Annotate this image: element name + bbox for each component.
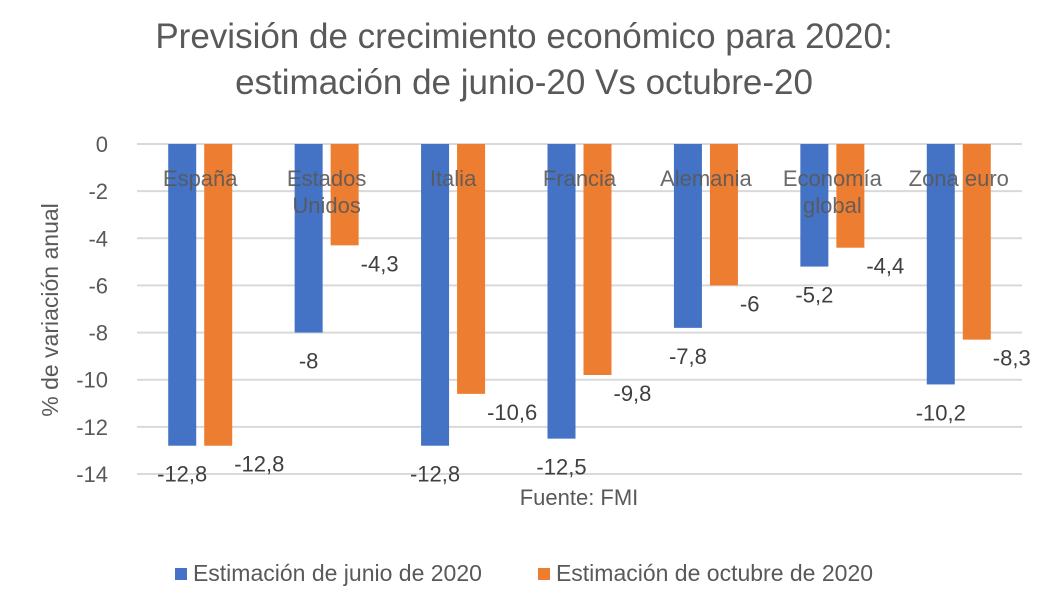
data-label-june: -8 [299, 349, 319, 374]
bar-october [962, 144, 991, 340]
category-label: Estados [287, 166, 367, 191]
bar-june [926, 144, 955, 385]
legend-item-october: Estimación de octubre de 2020 [537, 560, 874, 587]
category-label: Unidos [292, 193, 360, 218]
category-label: Economía [783, 166, 883, 191]
y-axis-label: % de variación anual [37, 203, 63, 417]
legend-label-june: Estimación de junio de 2020 [192, 560, 482, 586]
bar-june [547, 144, 576, 439]
legend-swatch-june [174, 567, 187, 580]
data-label-october: -4,4 [866, 254, 904, 279]
data-label-october: -4,3 [361, 251, 399, 276]
y-tick-label: -14 [76, 462, 108, 487]
data-label-october: -12,8 [234, 452, 284, 477]
y-tick-label: 0 [96, 132, 108, 157]
y-tick-label: -10 [76, 368, 108, 393]
data-label-june: -7,8 [669, 344, 707, 369]
bar-october [204, 144, 233, 446]
chart-title-line1: Previsión de crecimiento económico para … [155, 17, 893, 56]
legend-label-october: Estimación de octubre de 2020 [555, 560, 874, 586]
y-tick-label: -2 [88, 179, 108, 204]
source-annotation: Fuente: FMI [520, 485, 639, 510]
bar-june [673, 144, 702, 328]
bars [168, 144, 991, 446]
data-label-june: -12,5 [536, 455, 586, 480]
data-label-october: -9,8 [614, 381, 652, 406]
bar-june [294, 144, 323, 333]
category-label: Alemania [660, 166, 752, 191]
data-label-june: -12,8 [157, 462, 207, 487]
legend: Estimación de junio de 2020 Estimación d… [0, 560, 1048, 587]
bar-june [168, 144, 197, 446]
y-tick-label: -6 [88, 273, 108, 298]
category-label: global [803, 193, 862, 218]
legend-item-june: Estimación de junio de 2020 [174, 560, 482, 587]
bar-october [709, 144, 738, 286]
y-axis-ticks: 0 -2 -4 -6 -8 -10 -12 -14 [76, 132, 108, 487]
y-tick-label: -8 [88, 321, 108, 346]
chart-title: Previsión de crecimiento económico para … [0, 14, 1048, 106]
bar-october [836, 144, 865, 248]
bar-october [457, 144, 486, 394]
data-label-october: -8,3 [993, 346, 1031, 371]
gridlines [137, 143, 1022, 475]
y-tick-label: -12 [76, 415, 108, 440]
bar-june [421, 144, 450, 446]
data-label-june: -10,2 [916, 400, 966, 425]
category-label: Italia [430, 166, 477, 191]
data-label-october: -6 [740, 291, 760, 316]
data-labels: -12,8 -12,8 -8 -4,3 -12,8 -10,6 -12,5 -9,8 -7,8 -… [157, 251, 1031, 486]
data-label-june: -12,8 [410, 462, 460, 487]
bar-october [583, 144, 612, 375]
legend-swatch-october [537, 567, 550, 580]
y-tick-label: -4 [88, 226, 108, 251]
bar-june [800, 144, 829, 267]
category-label: Zona euro [909, 166, 1009, 191]
data-label-june: -5,2 [795, 283, 833, 308]
chart-subtitle: estimación de junio-20 Vs octubre-20 [235, 63, 813, 102]
data-label-october: -10,6 [487, 400, 537, 425]
category-label: España [163, 166, 238, 191]
bar-october [330, 144, 359, 246]
category-label: Francia [543, 166, 617, 191]
